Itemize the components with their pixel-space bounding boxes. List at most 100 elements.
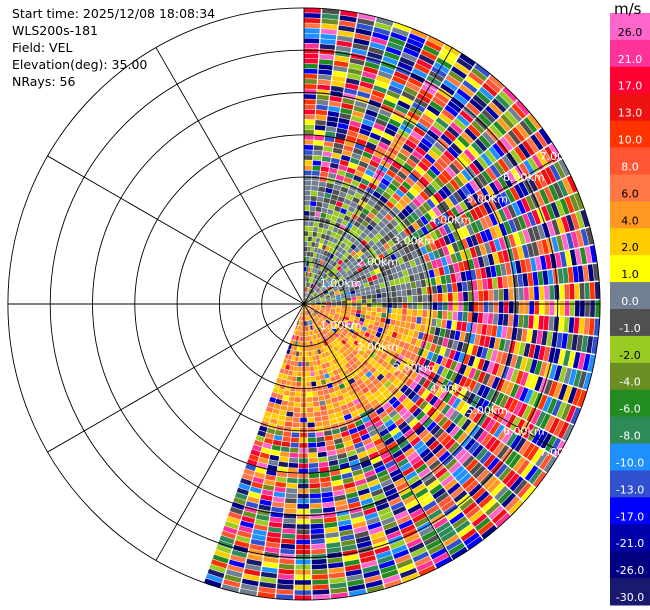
range-gate	[338, 288, 344, 292]
range-gate	[442, 310, 448, 320]
range-gate	[433, 141, 446, 153]
range-gate	[340, 365, 347, 372]
range-gate	[315, 307, 321, 310]
range-gate	[337, 253, 344, 259]
range-gate	[307, 293, 310, 298]
range-gate	[311, 538, 325, 545]
range-gate	[350, 250, 357, 257]
range-gate	[435, 521, 451, 534]
range-gate	[268, 521, 283, 528]
range-gate	[322, 506, 336, 513]
polar-grid	[7, 7, 601, 601]
range-gate	[324, 136, 335, 143]
range-gate	[401, 315, 407, 322]
range-gate	[384, 436, 395, 446]
range-gate	[304, 94, 316, 100]
elevation-text: Elevation(deg): 35.00	[12, 57, 148, 72]
range-gate	[317, 259, 322, 265]
range-gate	[372, 31, 389, 41]
range-gate	[320, 298, 326, 301]
range-gate	[307, 341, 311, 346]
range-gate	[327, 278, 333, 283]
range-gate	[373, 27, 391, 36]
range-gate	[308, 262, 312, 267]
range-gate	[358, 284, 365, 289]
nrays-text: NRays: 56	[12, 74, 76, 89]
range-gate	[461, 418, 472, 431]
range-gate	[318, 456, 328, 463]
range-gate	[471, 513, 488, 527]
range-gate	[332, 433, 342, 440]
range-gate	[347, 579, 365, 587]
range-gate	[376, 502, 390, 512]
range-gate	[406, 37, 424, 49]
range-gate	[330, 321, 336, 326]
range-gate	[366, 224, 374, 232]
range-gate	[327, 116, 339, 123]
range-gate	[309, 308, 314, 312]
range-gate	[321, 23, 338, 30]
range-gate	[304, 134, 314, 140]
range-gate	[335, 45, 352, 53]
range-gate	[368, 428, 379, 437]
range-gate	[364, 332, 371, 338]
range-gate	[379, 511, 394, 521]
range-gate	[492, 277, 498, 289]
range-gate	[492, 442, 505, 456]
range-gate	[366, 298, 372, 303]
range-gate	[497, 426, 509, 441]
range-gate	[357, 343, 364, 349]
range-gate	[476, 156, 489, 170]
range-gate	[306, 326, 308, 331]
range-gate	[395, 188, 405, 198]
range-gate	[448, 349, 456, 360]
range-gate	[354, 530, 370, 539]
range-gate	[366, 311, 372, 316]
range-gate	[424, 342, 432, 351]
range-gate	[310, 267, 313, 273]
range-gate	[403, 494, 417, 505]
range-gate	[296, 320, 300, 325]
range-gate	[391, 413, 402, 423]
range-gate	[331, 80, 345, 88]
range-gate	[481, 416, 492, 430]
range-gate	[366, 104, 380, 113]
range-gate	[389, 366, 397, 375]
range-gate	[424, 153, 436, 165]
range-gate	[446, 320, 452, 330]
range-gate	[505, 382, 515, 396]
range-gate	[457, 135, 470, 148]
range-gate	[353, 209, 362, 216]
range-gate	[245, 563, 262, 572]
range-gate	[323, 250, 328, 256]
range-gate	[351, 363, 358, 370]
range-gate	[304, 89, 317, 95]
range-gate	[468, 291, 474, 302]
range-gate	[362, 352, 369, 360]
range-gate	[366, 141, 377, 150]
range-gate	[319, 265, 324, 271]
range-gate	[315, 274, 320, 280]
range-gate	[325, 309, 331, 312]
range-gate	[345, 291, 351, 296]
range-gate	[465, 479, 479, 493]
range-gate	[353, 174, 362, 183]
range-gate	[431, 66, 447, 78]
range-gate	[316, 314, 322, 319]
colorbar-tick-label: -6.0	[619, 403, 640, 416]
range-gate	[288, 370, 293, 376]
range-gate	[258, 457, 269, 464]
range-gate	[321, 161, 330, 168]
range-gate	[260, 571, 277, 579]
range-gate	[335, 311, 341, 315]
range-gate	[316, 441, 326, 448]
range-gate	[263, 479, 275, 486]
range-gate	[369, 359, 377, 366]
range-gate	[374, 283, 381, 290]
range-gate	[410, 211, 420, 221]
range-gate	[414, 373, 423, 383]
range-gate	[345, 334, 352, 340]
range-gate	[462, 80, 478, 94]
range-gate	[313, 401, 320, 407]
range-gate	[323, 223, 329, 230]
